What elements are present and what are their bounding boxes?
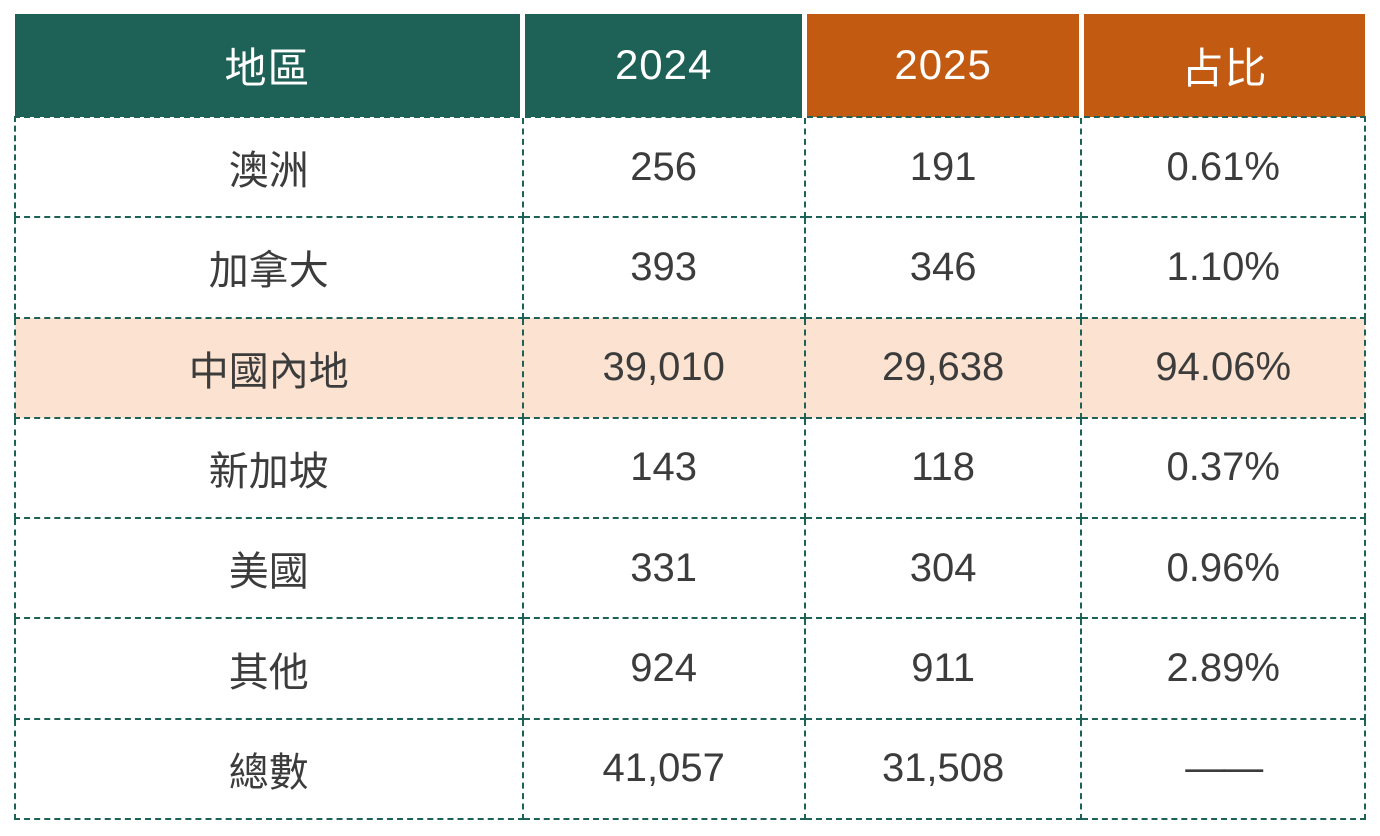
cell-2024: 143	[521, 416, 806, 520]
cell-share: 0.37%	[1080, 416, 1366, 520]
table-row-canada: 加拿大 393 346 1.10%	[14, 216, 1366, 319]
cell-share-dash: ——	[1080, 717, 1366, 821]
cell-2024: 39,010	[521, 316, 806, 419]
table-row-australia: 澳洲 256 191 0.61%	[14, 115, 1366, 219]
cell-share: 2.89%	[1080, 617, 1366, 720]
table-row-total: 總數 41,057 31,508 ——	[14, 717, 1366, 821]
cell-region: 總數	[14, 717, 524, 821]
cell-2025: 31,508	[803, 717, 1083, 821]
cell-region: 中國內地	[14, 316, 524, 419]
cell-2024: 393	[521, 216, 806, 319]
cell-2024: 41,057	[521, 717, 806, 821]
cell-region: 其他	[14, 617, 524, 720]
cell-2025: 304	[803, 517, 1083, 620]
table-row-others: 其他 924 911 2.89%	[14, 617, 1366, 720]
cell-region: 澳洲	[14, 115, 524, 219]
cell-region: 加拿大	[14, 216, 524, 319]
cell-region: 美國	[14, 517, 524, 620]
cell-region: 新加坡	[14, 416, 524, 520]
cell-2024: 256	[521, 115, 806, 219]
table-row-mainland-china-highlighted: 中國內地 39,010 29,638 94.06%	[14, 316, 1366, 419]
header-cell-region: 地區	[15, 14, 523, 117]
header-cell-2024: 2024	[520, 14, 805, 117]
cell-2024: 924	[521, 617, 806, 720]
cell-share: 0.61%	[1080, 115, 1366, 219]
region-stats-table: 地區 2024 2025 占比 澳洲 256 191 0.61% 加拿大 393…	[14, 14, 1366, 821]
table-row-singapore: 新加坡 143 118 0.37%	[14, 416, 1366, 520]
table-row-usa: 美國 331 304 0.96%	[14, 517, 1366, 620]
cell-2025: 911	[803, 617, 1083, 720]
cell-2025: 191	[803, 115, 1083, 219]
header-cell-share: 占比	[1078, 14, 1365, 117]
header-cell-2025: 2025	[802, 14, 1082, 117]
cell-share: 94.06%	[1080, 316, 1366, 419]
cell-2025: 29,638	[803, 316, 1083, 419]
cell-share: 1.10%	[1080, 216, 1366, 319]
cell-share: 0.96%	[1080, 517, 1366, 620]
cell-2025: 346	[803, 216, 1083, 319]
cell-2024: 331	[521, 517, 806, 620]
cell-2025: 118	[803, 416, 1083, 520]
header-row: 地區 2024 2025 占比	[15, 14, 1365, 117]
